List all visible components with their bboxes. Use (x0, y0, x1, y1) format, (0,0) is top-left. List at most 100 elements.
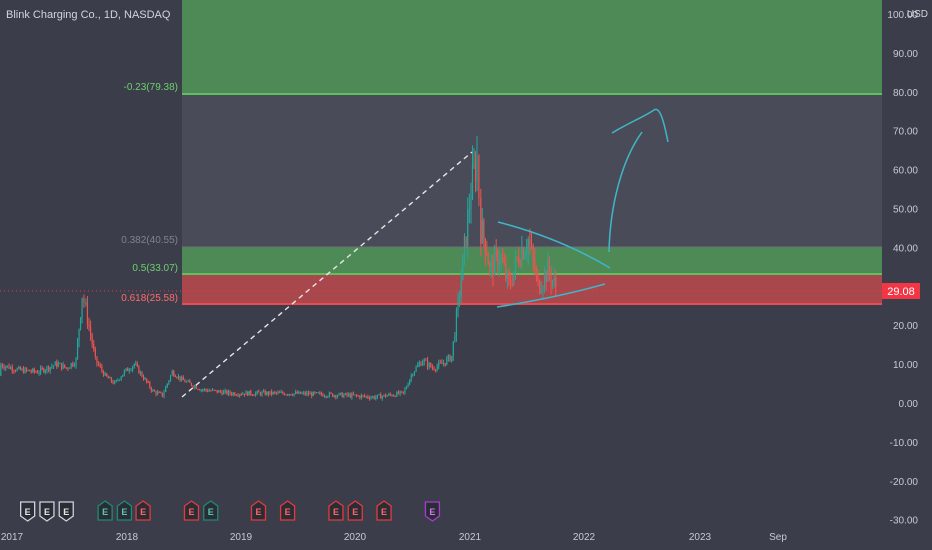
earnings-marker[interactable] (20, 501, 36, 522)
candle-body (452, 341, 454, 357)
currency-label[interactable]: USD (906, 9, 928, 20)
candle-body (468, 209, 470, 211)
earnings-markers: EEEEEEEEEEEEEEEEE (20, 500, 441, 522)
fib-label-0618: 0.618(25.58) (121, 293, 178, 304)
candle-body (184, 380, 186, 383)
symbol-title[interactable]: Blink Charging Co., 1D, NASDAQ (6, 9, 171, 21)
candle-body (192, 385, 194, 388)
candle-body (349, 394, 351, 398)
candle-body (64, 364, 66, 368)
earnings-marker[interactable] (424, 501, 441, 522)
candle-body (219, 390, 222, 392)
earnings-marker-letter: E (333, 507, 339, 517)
candle-body (311, 393, 313, 396)
candle-body (47, 366, 50, 371)
earnings-marker[interactable] (135, 500, 151, 521)
candle-body (386, 395, 388, 397)
candle-body (120, 376, 122, 380)
trend-line-dashed[interactable] (181, 151, 473, 398)
candle-body (434, 369, 437, 371)
earnings-marker[interactable] (347, 500, 363, 521)
earnings-marker[interactable] (183, 500, 200, 521)
candle-body (362, 395, 364, 397)
candle-body (157, 392, 159, 395)
candle-body (537, 274, 539, 281)
candle-body (422, 362, 424, 366)
candle-body (332, 393, 334, 397)
y-tick-label: -10.00 (890, 438, 919, 449)
candle-body (122, 374, 124, 377)
candle-body (205, 389, 207, 391)
candle-body (381, 396, 383, 399)
triangle-lower-line[interactable] (496, 283, 606, 308)
candle-body (473, 163, 475, 165)
candle-body (259, 392, 262, 396)
candle-body (455, 310, 458, 337)
earnings-marker[interactable] (97, 500, 113, 521)
candle-body (352, 393, 355, 395)
candle-body (13, 370, 15, 372)
candle-body (391, 394, 393, 397)
candle-body (62, 364, 64, 369)
earnings-marker[interactable] (58, 501, 74, 522)
candle-body (470, 198, 472, 210)
candle-body (44, 370, 46, 373)
forecast-arrow-hook[interactable] (611, 108, 669, 143)
candle-body (299, 391, 302, 394)
fib-zone-382-500 (182, 247, 882, 274)
candle-body (551, 280, 554, 285)
candle-body (208, 390, 210, 392)
y-tick-label: 40.00 (893, 243, 918, 254)
candle-body (322, 394, 324, 397)
candle-body (54, 362, 56, 366)
candle-body (161, 392, 163, 397)
candle-body (89, 326, 92, 336)
last-price-tag (882, 283, 920, 299)
candle-body (72, 363, 74, 366)
fib-label-05: 0.5(33.07) (132, 263, 178, 274)
candle-body (393, 395, 395, 397)
candle-body (133, 364, 135, 367)
fib-label-minus-023: -0.23(79.38) (124, 82, 178, 93)
candle-body (476, 155, 478, 181)
candle-body (169, 375, 172, 381)
earnings-marker[interactable] (279, 500, 296, 521)
candle-body (46, 366, 48, 371)
candle-body (67, 368, 69, 370)
earnings-marker[interactable] (39, 501, 55, 522)
x-tick-label: 2019 (230, 532, 253, 543)
candle-body (264, 391, 266, 395)
earnings-marker[interactable] (116, 500, 133, 521)
candle-body (378, 394, 380, 396)
candle-body (534, 259, 536, 272)
candle-body (149, 382, 151, 388)
candle-body (340, 392, 342, 394)
candle-body (330, 392, 332, 394)
x-tick-label: Sep (769, 532, 787, 543)
fib-label-0382: 0.382(40.55) (121, 235, 178, 246)
candle-body (462, 254, 464, 281)
candle-body (97, 363, 100, 366)
earnings-marker[interactable] (250, 500, 267, 521)
earnings-marker[interactable] (328, 500, 344, 521)
earnings-marker-letter: E (140, 507, 146, 517)
price-scale[interactable]: -30.00-20.00-10.000.0010.0020.0030.0040.… (887, 10, 918, 527)
candle-body (356, 394, 358, 396)
candle-body (3, 366, 5, 369)
time-axis[interactable]: 2017 2018 2019 2020 2021 2022 2023 Sep (1, 532, 787, 543)
candle-body (431, 366, 434, 369)
forecast-arrow-upstroke[interactable] (608, 131, 643, 253)
candle-body (492, 260, 494, 276)
candle-body (296, 391, 298, 394)
triangle-upper-line[interactable] (497, 221, 611, 269)
earnings-marker[interactable] (203, 500, 219, 521)
candle-body (101, 366, 103, 371)
candle-body (489, 264, 491, 267)
candle-body (139, 371, 142, 374)
candle-body (251, 394, 254, 396)
earnings-marker[interactable] (376, 500, 392, 521)
fib-zone-middle (182, 94, 882, 247)
candle-body (388, 393, 390, 396)
candle-body (433, 368, 435, 370)
